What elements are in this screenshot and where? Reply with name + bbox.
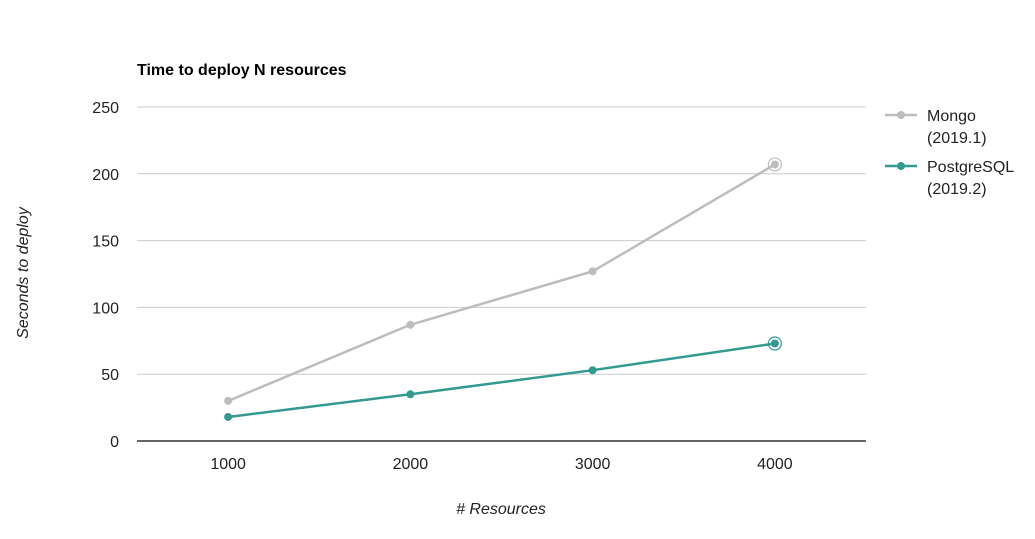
data-point-postgresql[interactable] (406, 390, 415, 399)
y-axis-ticks: 0 50 100 150 200 250 (92, 100, 119, 451)
series-line-postgresql (227, 342, 776, 419)
legend-label-version: (2019.2) (927, 181, 987, 198)
legend-item-postgresql[interactable]: PostgreSQL (2019.2) (885, 159, 1014, 198)
data-point-postgresql[interactable] (224, 412, 233, 421)
data-point-postgresql[interactable] (770, 339, 779, 348)
data-point-mongo[interactable] (770, 160, 779, 169)
legend-swatch-dot (897, 162, 905, 170)
series-postgresql (224, 336, 782, 421)
series-group (224, 157, 782, 421)
y-tick-label: 150 (92, 234, 119, 251)
y-tick-label: 250 (92, 100, 119, 117)
chart-title: Time to deploy N resources (137, 62, 347, 79)
legend-swatch-dot (897, 111, 905, 119)
data-point-mongo[interactable] (588, 267, 597, 276)
gridlines (137, 106, 866, 375)
data-point-mongo[interactable] (224, 396, 233, 405)
x-tick-label: 3000 (575, 456, 611, 473)
legend-label: PostgreSQL (927, 159, 1014, 176)
series-line-mongo (227, 163, 776, 403)
x-tick-label: 2000 (393, 456, 429, 473)
point-highlight-ring (767, 157, 782, 172)
x-axis-ticks: 1000 2000 3000 4000 (210, 456, 792, 473)
y-tick-label: 0 (110, 434, 119, 451)
x-tick-label: 1000 (210, 456, 246, 473)
x-axis-label: # Resources (456, 501, 546, 518)
data-point-mongo[interactable] (406, 320, 415, 329)
y-tick-label: 200 (92, 167, 119, 184)
legend-label-version: (2019.1) (927, 130, 987, 147)
data-point-postgresql[interactable] (588, 366, 597, 375)
x-tick-label: 4000 (757, 456, 793, 473)
series-mongo (224, 157, 782, 405)
point-highlight-ring (767, 336, 782, 351)
y-tick-label: 100 (92, 300, 119, 317)
legend: Mongo (2019.1) PostgreSQL (2019.2) (885, 108, 1014, 198)
y-tick-label: 50 (101, 367, 119, 384)
legend-label: Mongo (927, 108, 976, 125)
legend-item-mongo[interactable]: Mongo (2019.1) (885, 108, 987, 147)
y-axis-label: Seconds to deploy (15, 206, 32, 339)
